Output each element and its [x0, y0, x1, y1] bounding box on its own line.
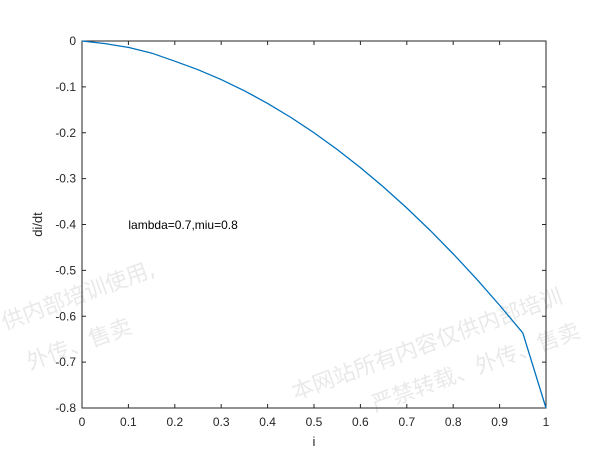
x-tick-label: 0.7	[398, 415, 415, 429]
y-tick-label: -0.7	[55, 355, 76, 369]
y-tick-label: -0.4	[55, 218, 76, 232]
x-tick-label: 0.2	[166, 415, 183, 429]
x-tick-label: 0.1	[120, 415, 137, 429]
series-line	[81, 40, 547, 409]
x-tick-label: 0.6	[352, 415, 369, 429]
x-tick-label: 0	[79, 415, 86, 429]
y-axis-label: di/dt	[30, 212, 45, 237]
watermark-text-1: 供内部培训使用,	[0, 257, 158, 336]
x-tick-label: 0.3	[213, 415, 230, 429]
watermark: 供内部培训使用, 外传、售卖 本网站所有内容仅供内部培训 严禁转载、外传、售卖	[0, 257, 584, 418]
x-axis-label: i	[313, 434, 316, 449]
y-tick-label: -0.8	[55, 401, 76, 415]
x-tick-label: 1	[543, 415, 550, 429]
x-tick-label: 0.8	[445, 415, 462, 429]
y-tick-label: -0.3	[55, 172, 76, 186]
y-tick-label: -0.6	[55, 309, 76, 323]
y-tick-label: -0.5	[55, 263, 76, 277]
y-tick-label: -0.2	[55, 126, 76, 140]
x-tick-label: 0.5	[306, 415, 323, 429]
axis-ticks	[81, 40, 547, 409]
y-tick-label: -0.1	[55, 80, 76, 94]
annotation-text: lambda=0.7,miu=0.8	[128, 218, 238, 232]
y-tick-label: 0	[69, 34, 76, 48]
watermark-text-2: 外传、售卖	[24, 315, 136, 376]
x-tick-label: 0.4	[259, 415, 276, 429]
x-tick-label: 0.9	[491, 415, 508, 429]
tick-labels: 0 0.1 0.2 0.3 0.4 0.5 0.6 0.7 0.8 0.9 1 0 -0.1 -0.2 -0…	[55, 34, 549, 429]
